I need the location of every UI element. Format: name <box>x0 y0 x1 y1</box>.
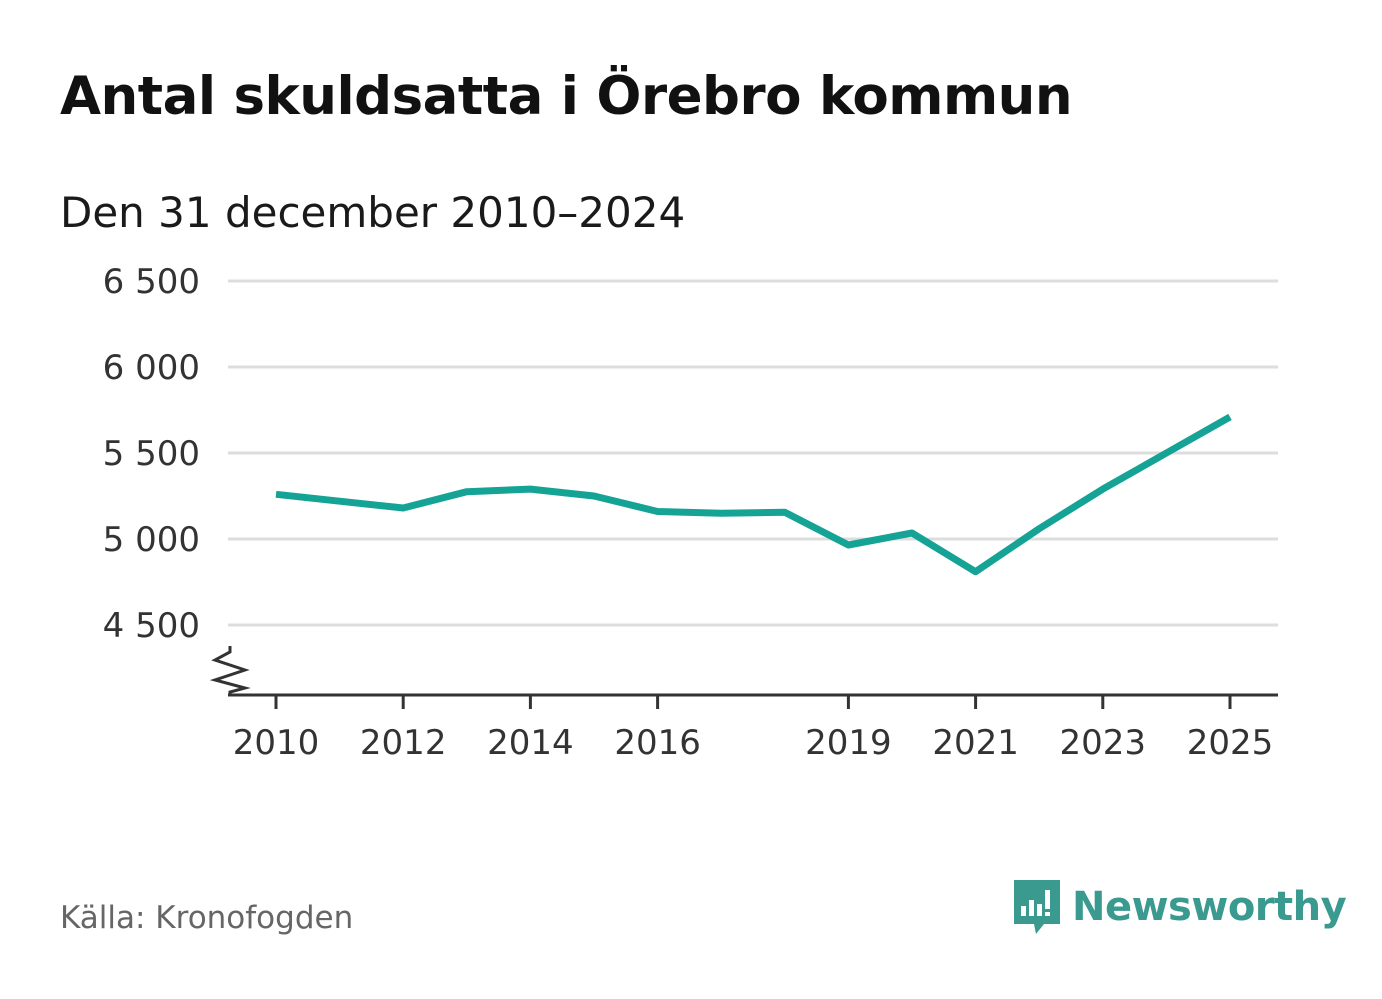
axis-break-icon <box>209 646 251 695</box>
newsworthy-logo-icon <box>1014 880 1060 934</box>
x-tick-label: 2019 <box>805 723 892 763</box>
y-tick-label: 5 000 <box>103 520 200 560</box>
y-tick-label: 6 000 <box>103 348 200 388</box>
x-tick-labels: 2010 2012 2014 2016 2019 2021 2023 2025 <box>233 723 1274 763</box>
x-tick-label: 2012 <box>360 723 447 763</box>
x-tick-label: 2014 <box>487 723 574 763</box>
y-tick-labels: 4 500 5 000 5 500 6 000 6 500 <box>103 262 200 646</box>
series-layer <box>275 413 1232 576</box>
x-tick-label: 2021 <box>932 723 1019 763</box>
y-tick-label: 5 500 <box>103 434 200 474</box>
series-line-0 <box>275 413 1232 576</box>
source-note: Källa: Kronofogden <box>60 900 354 936</box>
brand-logo: Newsworthy <box>1010 876 1347 938</box>
x-axis <box>209 646 1278 709</box>
x-tick-label: 2025 <box>1187 723 1274 763</box>
chart-title: Antal skuldsatta i Örebro kommun <box>60 66 1073 127</box>
y-tick-label: 6 500 <box>103 262 200 302</box>
x-tick-label: 2016 <box>614 723 701 763</box>
x-tick-label: 2010 <box>233 723 320 763</box>
grid-lines <box>228 279 1278 627</box>
brand-name: Newsworthy <box>1072 884 1347 930</box>
y-tick-label: 4 500 <box>103 606 200 646</box>
x-tick-label: 2023 <box>1060 723 1147 763</box>
chart-subtitle: Den 31 december 2010–2024 <box>60 188 686 237</box>
